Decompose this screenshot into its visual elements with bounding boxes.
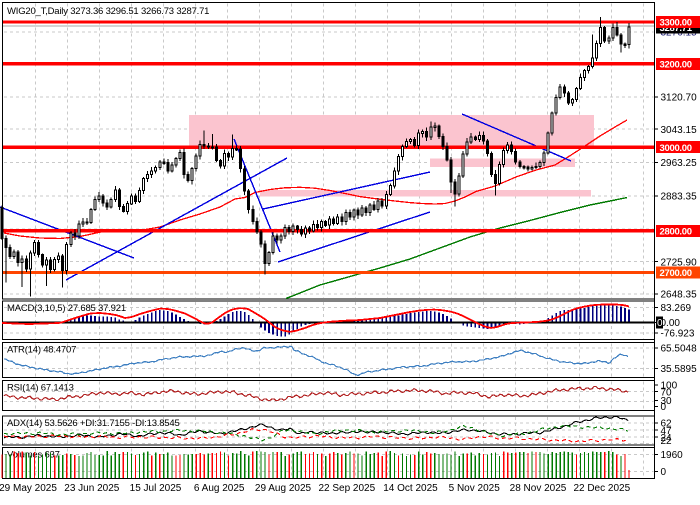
svg-text:2800.00: 2800.00 — [660, 226, 692, 237]
svg-text:24: 24 — [661, 433, 673, 444]
svg-text:MACD(3,10,5) 27.685 37.921: MACD(3,10,5) 27.685 37.921 — [7, 303, 126, 314]
svg-text:2725.90: 2725.90 — [661, 257, 698, 268]
svg-text:6 Aug 2025: 6 Aug 2025 — [194, 483, 245, 494]
svg-text:30: 30 — [661, 396, 673, 407]
svg-text:65.5048: 65.5048 — [661, 344, 698, 355]
svg-text:3000.00: 3000.00 — [660, 143, 692, 154]
svg-text:0: 0 — [661, 467, 667, 478]
svg-text:22 Dec 2025: 22 Dec 2025 — [573, 483, 630, 494]
svg-text:70: 70 — [661, 387, 673, 398]
svg-text:2963.25: 2963.25 — [661, 158, 698, 169]
svg-text:29 May 2025: 29 May 2025 — [0, 483, 57, 494]
svg-text:28 Nov 2025: 28 Nov 2025 — [510, 483, 567, 494]
svg-text:3200.00: 3200.00 — [660, 59, 692, 70]
svg-text:3287.71: 3287.71 — [660, 23, 693, 34]
svg-text:22 Sep 2025: 22 Sep 2025 — [318, 483, 375, 494]
svg-text:3300.00: 3300.00 — [660, 18, 692, 29]
svg-text:22: 22 — [661, 436, 673, 447]
svg-text:100: 100 — [661, 381, 678, 392]
svg-text:29 Aug 2025: 29 Aug 2025 — [255, 483, 312, 494]
svg-text:14 Oct 2025: 14 Oct 2025 — [383, 483, 438, 494]
svg-text:23 Jun 2025: 23 Jun 2025 — [64, 483, 119, 494]
svg-text:2700.00: 2700.00 — [660, 268, 692, 279]
svg-text:5 Nov 2025: 5 Nov 2025 — [449, 483, 501, 494]
svg-text:ADX(14) 53.5626 +DI:31.7155 -D: ADX(14) 53.5626 +DI:31.7155 -DI:13.8545 — [7, 418, 180, 429]
svg-text:Volumes 637: Volumes 637 — [7, 450, 60, 461]
svg-text:-76.923: -76.923 — [661, 329, 695, 340]
svg-text:2883.35: 2883.35 — [661, 192, 698, 203]
svg-text:3120.70: 3120.70 — [661, 93, 698, 104]
svg-text:3043.15: 3043.15 — [661, 125, 698, 136]
svg-text:0: 0 — [661, 402, 667, 413]
svg-text:0: 0 — [657, 318, 663, 329]
svg-text:83.269: 83.269 — [661, 303, 692, 314]
svg-text:1960: 1960 — [661, 450, 684, 461]
svg-text:35.5895: 35.5895 — [661, 364, 698, 375]
svg-text:WIG20_T,Daily 3273.36 3296.51: WIG20_T,Daily 3273.36 3296.51 3266.73 32… — [7, 6, 209, 17]
svg-text:ATR(14) 48.4707: ATR(14) 48.4707 — [7, 345, 76, 356]
svg-text:62: 62 — [661, 419, 673, 430]
svg-text:RSI(14) 67.1413: RSI(14) 67.1413 — [7, 383, 74, 394]
svg-text:2648.35: 2648.35 — [661, 290, 698, 301]
svg-text:15 Jul 2025: 15 Jul 2025 — [130, 483, 182, 494]
svg-text:0.00: 0.00 — [661, 318, 681, 329]
svg-text:47: 47 — [661, 426, 673, 437]
